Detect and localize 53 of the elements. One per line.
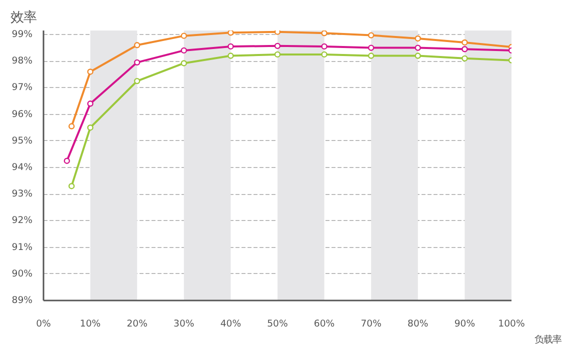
x-tick-label: 80% [408, 318, 428, 330]
chart-title: 效率 [10, 10, 36, 26]
point [180, 47, 187, 54]
point [321, 30, 328, 36]
x-tick-label: 40% [220, 318, 242, 330]
y-tick-label: 90% [12, 268, 33, 280]
point [274, 42, 281, 50]
point [321, 51, 328, 58]
point [414, 52, 421, 59]
point [228, 52, 234, 59]
point [180, 32, 187, 39]
x-tick-label: 60% [314, 318, 335, 330]
point [462, 39, 468, 46]
y-tick-label: 96% [12, 108, 33, 120]
y-tick-label: 97% [12, 82, 33, 94]
point [87, 100, 94, 107]
y-tick-label: 98% [12, 56, 33, 67]
y-tick-label: 93% [12, 188, 33, 200]
point [368, 44, 374, 51]
point [321, 43, 328, 50]
x-tick-label: 90% [454, 318, 476, 330]
point [68, 123, 75, 130]
point [64, 158, 70, 164]
y-tick-label: 89% [12, 295, 33, 306]
y-tick-label: 91% [12, 242, 33, 253]
y-tick-label: 92% [12, 215, 33, 226]
point [462, 55, 468, 62]
point [134, 78, 140, 84]
point [180, 60, 187, 66]
x-tick-label: 30% [174, 318, 194, 330]
x-tick-label: 50% [267, 318, 288, 330]
point [414, 35, 421, 42]
x-tick-label: 10% [80, 318, 101, 330]
y-tick-label: 95% [12, 135, 33, 146]
point [274, 51, 281, 58]
point [87, 124, 94, 131]
x-tick-label: 100% [498, 318, 525, 330]
x-tick-label: 70% [360, 318, 382, 330]
x-tick-label: 0% [36, 318, 52, 330]
point [414, 44, 421, 51]
point [134, 42, 140, 48]
point [68, 183, 75, 190]
x-tick-label: 20% [126, 318, 148, 330]
x-axis-title: 负载率 [534, 334, 562, 345]
point [368, 32, 374, 38]
y-tick-label: 99% [12, 28, 33, 40]
point [87, 68, 94, 75]
point [228, 43, 234, 50]
point [462, 46, 468, 52]
y-tick-label: 94% [12, 162, 33, 173]
point [134, 59, 140, 66]
point [228, 30, 234, 36]
point [368, 52, 374, 59]
